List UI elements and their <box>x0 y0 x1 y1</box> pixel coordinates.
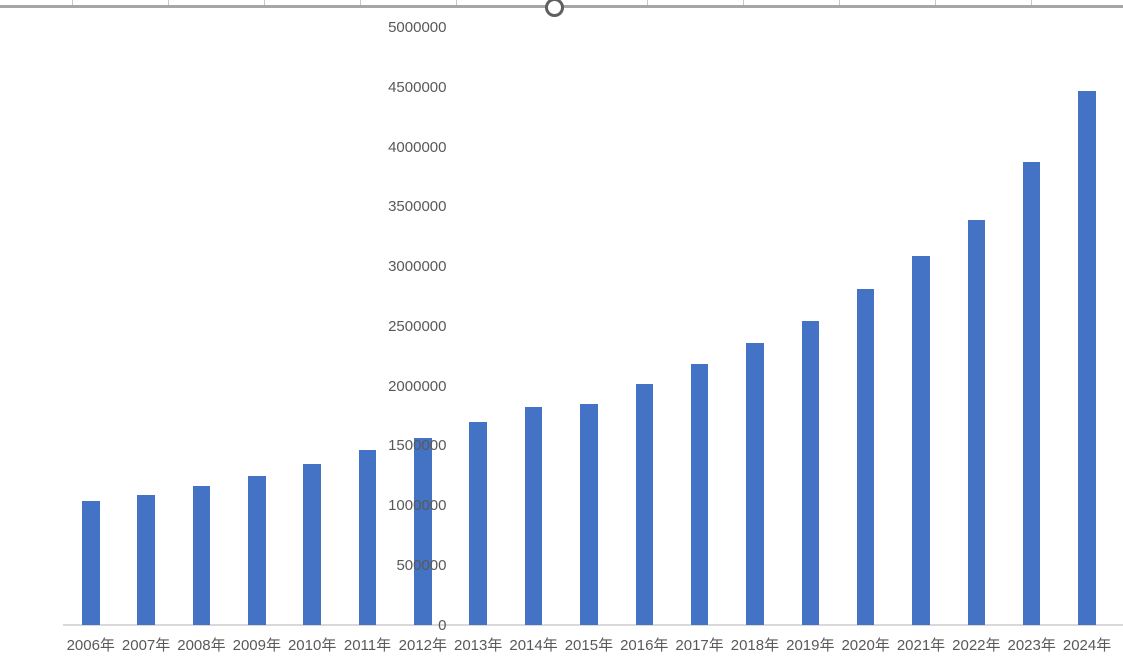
column-separator-tick <box>647 0 649 5</box>
bar-2012年[interactable] <box>414 437 432 625</box>
y-axis-tick-label[interactable]: 5000000 <box>388 19 447 36</box>
column-separator-tick <box>455 0 457 5</box>
x-axis-line <box>63 624 1123 626</box>
y-axis-tick-label[interactable]: 1000000 <box>388 497 447 514</box>
x-axis-tick-label[interactable]: 2016年 <box>620 637 669 654</box>
bar-2016年[interactable] <box>635 384 653 625</box>
column-separator-tick <box>935 0 937 5</box>
bar-2019年[interactable] <box>801 320 820 625</box>
x-axis-tick-label[interactable]: 2009年 <box>232 637 281 654</box>
bar-2011年[interactable] <box>358 449 377 625</box>
bar-2009年[interactable] <box>248 476 266 625</box>
x-axis-tick-label[interactable]: 2011年 <box>343 637 392 654</box>
x-axis-tick-label[interactable]: 2015年 <box>564 637 614 654</box>
bar-2018年[interactable] <box>746 343 764 625</box>
y-axis-tick-label[interactable]: 500000 <box>396 556 447 574</box>
x-axis-tick-label[interactable]: 2024年 <box>1062 637 1112 654</box>
x-axis-tick-label[interactable]: 2008年 <box>177 637 226 654</box>
x-axis-tick-label[interactable]: 2006年 <box>66 637 115 654</box>
column-separator-tick <box>263 0 265 5</box>
bar-2024年[interactable] <box>1078 91 1096 625</box>
column-separator-tick <box>72 0 73 5</box>
x-axis-tick-label[interactable]: 2012年 <box>398 637 448 654</box>
x-axis-tick-label[interactable]: 2021年 <box>896 637 946 654</box>
x-axis-tick-label[interactable]: 2018年 <box>730 637 780 654</box>
x-axis-tick-label[interactable]: 2013年 <box>454 637 503 654</box>
y-axis-tick-label[interactable]: 4500000 <box>388 78 447 96</box>
y-axis-tick-label[interactable]: 4000000 <box>388 138 447 156</box>
y-axis-tick-label[interactable]: 2000000 <box>388 377 447 395</box>
bar-2023年[interactable] <box>1022 161 1041 625</box>
bar-2007年[interactable] <box>137 495 155 625</box>
bar-2014年[interactable] <box>524 406 543 625</box>
bar-2015年[interactable] <box>580 404 598 625</box>
y-axis-tick-label[interactable]: 3000000 <box>388 258 447 275</box>
column-separator-tick <box>743 0 745 5</box>
y-axis-tick-label[interactable]: 0 <box>438 616 447 634</box>
y-axis-tick-label[interactable]: 1500000 <box>388 437 447 455</box>
x-axis-tick-label[interactable]: 2019年 <box>786 637 835 654</box>
x-axis-tick-label[interactable]: 2010年 <box>287 637 337 654</box>
bar-2017年[interactable] <box>690 363 709 625</box>
x-axis-tick-label[interactable]: 2020年 <box>841 637 890 654</box>
x-axis-tick-label[interactable]: 2023年 <box>1007 637 1056 654</box>
column-separator-tick <box>359 0 361 5</box>
bar-2013年[interactable] <box>469 422 487 625</box>
x-axis-tick-label[interactable]: 2007年 <box>121 637 171 654</box>
x-axis-tick-label[interactable]: 2017年 <box>675 637 724 654</box>
y-axis-tick-label[interactable]: 3500000 <box>388 198 447 216</box>
x-axis-tick-label[interactable]: 2022年 <box>952 637 1001 654</box>
bar-2022年[interactable] <box>967 220 986 625</box>
column-separator-tick <box>1031 0 1032 5</box>
column-separator-tick <box>167 0 169 5</box>
y-axis-tick-label[interactable]: 2500000 <box>388 317 447 335</box>
column-separator-tick <box>839 0 841 5</box>
bar-2008年[interactable] <box>192 485 211 625</box>
bar-2020年[interactable] <box>856 288 875 625</box>
bar-2010年[interactable] <box>303 464 321 625</box>
bar-2021年[interactable] <box>912 256 930 625</box>
bar-2006年[interactable] <box>82 501 100 625</box>
x-axis-tick-label[interactable]: 2014年 <box>509 637 558 654</box>
resize-handle-top-icon[interactable] <box>545 0 564 17</box>
